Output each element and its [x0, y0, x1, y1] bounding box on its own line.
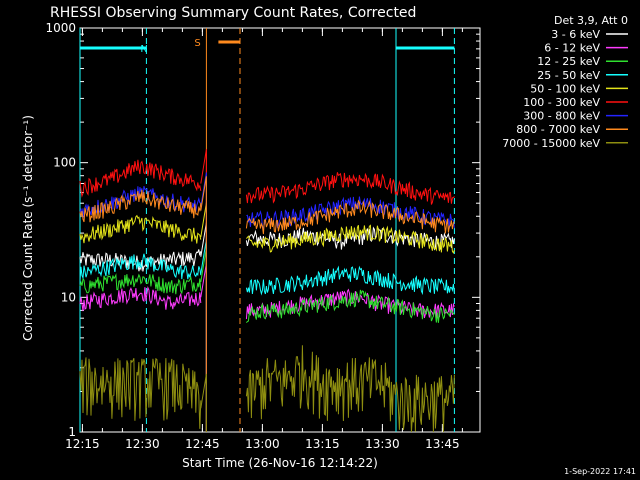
y-tick-label: 1000 [45, 21, 76, 35]
series-trace [79, 159, 202, 198]
legend-entry-label: 300 - 800 keV [523, 110, 600, 123]
y-tick-label: 1 [68, 425, 76, 439]
series-trace [79, 273, 202, 295]
series-spike [200, 176, 207, 432]
series-trace [245, 345, 455, 433]
x-tick-label: 13:45 [425, 437, 460, 451]
legend-entry-label: 100 - 300 keV [523, 96, 600, 109]
x-tick-label: 13:00 [245, 437, 280, 451]
y-axis-label: Corrected Count Rate (s⁻¹ detector⁻¹) [21, 115, 35, 341]
series-trace [79, 214, 202, 244]
series-7000-15000keV [79, 345, 455, 433]
annotation-label: S [194, 38, 200, 49]
legend-entry-label: 12 - 25 keV [537, 55, 600, 68]
series-spike [200, 262, 207, 432]
series-trace [246, 224, 455, 254]
series-trace [245, 265, 455, 296]
series-trace [79, 253, 202, 282]
series-trace [245, 172, 455, 205]
series-800-7000keV [79, 176, 455, 432]
legend-entry-label: 7000 - 15000 keV [502, 137, 600, 150]
series-trace [79, 357, 202, 429]
series-spike [200, 373, 207, 432]
series-trace [79, 185, 201, 219]
legend-entry-label: 6 - 12 keV [544, 42, 600, 55]
annotation-label: N [140, 44, 147, 55]
plot-frame [79, 27, 481, 433]
series-trace [245, 199, 455, 235]
x-tick-label: 12:45 [185, 437, 220, 451]
y-tick-label: 100 [53, 156, 76, 170]
legend-entry-label: 50 - 100 keV [530, 82, 600, 95]
chart-title: RHESSI Observing Summary Count Rates, Co… [50, 5, 416, 21]
legend-entry-label: 25 - 50 keV [537, 69, 600, 82]
y-tick-label: 10 [61, 290, 76, 304]
plot-area: 1 10 100 1000 12:15 12:30 12:45 13:00 13:15 13:30… [45, 21, 628, 451]
x-tick-label: 12:15 [65, 437, 100, 451]
series-trace [79, 189, 202, 223]
series-trace [246, 289, 455, 324]
series-trace [79, 285, 202, 312]
footer-date: 1-Sep-2022 17:41 [564, 467, 636, 476]
series-trace [246, 196, 455, 229]
x-axis-label: Start Time (26-Nov-16 12:14:22) [182, 456, 378, 470]
legend-entry-label: 3 - 6 keV [551, 28, 600, 41]
x-tick-label: 13:30 [365, 437, 400, 451]
x-tick-label: 13:15 [305, 437, 340, 451]
x-tick-label: 12:30 [125, 437, 160, 451]
legend-header: Det 3,9, Att 0 [554, 14, 628, 27]
series-trace [79, 249, 202, 272]
legend-entry-label: 800 - 7000 keV [516, 123, 600, 136]
